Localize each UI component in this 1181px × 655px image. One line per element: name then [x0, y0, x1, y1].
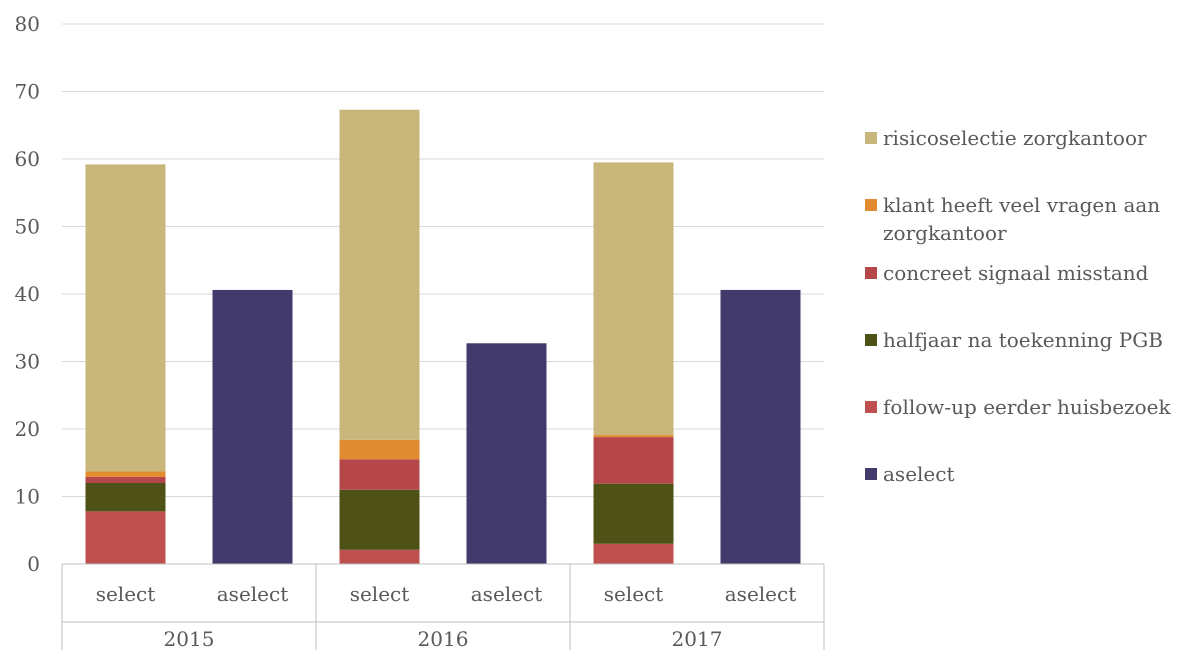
y-tick-label: 40 [15, 282, 40, 306]
y-tick-label: 0 [27, 552, 40, 576]
x-category-label: select [350, 582, 410, 606]
x-category-label: select [604, 582, 664, 606]
bar-segment [720, 289, 801, 564]
x-category-label: aselect [471, 582, 543, 606]
x-category-label: select [96, 582, 156, 606]
bar-segment [85, 471, 166, 477]
x-group-label: 2016 [418, 627, 469, 650]
legend-label: risicoselectie zorgkantoor [883, 126, 1147, 150]
bar-segment [339, 489, 420, 550]
legend-swatch [865, 468, 877, 480]
legend-swatch [865, 199, 877, 211]
y-tick-label: 20 [15, 417, 40, 441]
bar-segment [593, 437, 674, 484]
y-tick-label: 70 [15, 80, 40, 104]
y-tick-label: 10 [15, 485, 40, 509]
bar-segment [593, 543, 674, 564]
bar-segment [339, 109, 420, 440]
bar-segment [212, 289, 293, 564]
y-tick-label: 50 [15, 215, 40, 239]
x-category-label: aselect [217, 582, 289, 606]
bar-segment [339, 459, 420, 490]
bar-segment [466, 343, 547, 564]
legend-swatch [865, 132, 877, 144]
bar-segment [339, 439, 420, 460]
x-group-label: 2015 [164, 627, 215, 650]
bar-segment [85, 511, 166, 564]
legend-label: concreet signaal misstand [883, 261, 1149, 285]
legend-label: klant heeft veel vragen aan [883, 193, 1160, 217]
legend-swatch [865, 267, 877, 279]
legend-label: halfjaar na toekenning PGB [883, 328, 1163, 352]
bar-segment [593, 483, 674, 544]
y-tick-label: 60 [15, 147, 40, 171]
legend-swatch [865, 401, 877, 413]
legend-label: aselect [883, 462, 955, 486]
legend-label: zorgkantoor [883, 221, 1007, 245]
bar-segment [339, 549, 420, 564]
bar-segment [85, 476, 166, 483]
y-tick-label: 80 [15, 12, 40, 36]
legend-label: follow-up eerder huisbezoek [883, 395, 1171, 419]
x-group-label: 2017 [672, 627, 723, 650]
x-category-label: aselect [725, 582, 797, 606]
legend-swatch [865, 334, 877, 346]
bar-segment [85, 483, 166, 512]
bar-segment [85, 164, 166, 472]
bars [85, 109, 801, 564]
bar-segment [593, 162, 674, 436]
gridlines [62, 23, 824, 497]
legend: risicoselectie zorgkantoor klant heeft ve… [865, 126, 1171, 486]
y-tick-label: 30 [15, 350, 40, 374]
axes: 0 10 20 30 40 50 60 70 80 select aselect select asel… [15, 12, 825, 651]
bar-segment [593, 435, 674, 438]
